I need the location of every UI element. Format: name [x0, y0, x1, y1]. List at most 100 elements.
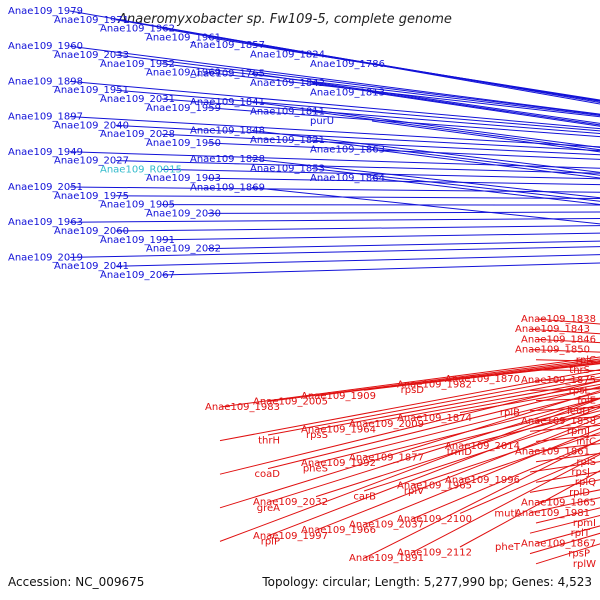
- gene-label: Anae109_1996: [445, 475, 520, 486]
- gene-label: rplD: [569, 487, 590, 498]
- gene-label: Anae109_1846: [521, 334, 596, 345]
- gene-label: Anae109_1786: [310, 59, 385, 70]
- label-leader-lines: [69, 10, 600, 565]
- forward-strand-labels: Anae109_1979Anae109_1971Anae109_1962Anae…: [8, 6, 385, 281]
- gene-label: Anae109_1969: [146, 68, 221, 79]
- leader-line: [69, 217, 600, 223]
- leader-line: [219, 369, 600, 442]
- leader-line: [363, 361, 600, 391]
- gene-label: mutL: [494, 508, 520, 519]
- leader-line: [219, 380, 600, 475]
- leader-line: [69, 80, 600, 130]
- gene-label: pheS: [303, 464, 328, 475]
- gene-label: Anae109_1963: [8, 217, 83, 228]
- leader-line: [207, 177, 600, 186]
- leader-line: [115, 54, 600, 116]
- leader-line: [315, 391, 600, 464]
- gene-label: Anae109_1863: [310, 145, 385, 156]
- gene-label: Anae109_1842: [250, 78, 325, 89]
- gene-label: Anae109_1975: [54, 191, 129, 202]
- gene-label: thrH: [258, 436, 280, 447]
- leader-line: [219, 356, 600, 408]
- leader-line: [315, 360, 600, 397]
- leader-line: [411, 453, 600, 554]
- gene-label: Anae109_2032: [253, 497, 328, 508]
- gene-label: Anae109_2112: [397, 548, 472, 559]
- gene-label: Anae109_1959: [146, 103, 221, 114]
- leader-line: [459, 470, 600, 548]
- gene-label: infC: [576, 436, 596, 447]
- map-title: Anaeromyxobacter sp. Fw109-5, complete g…: [117, 12, 452, 27]
- leader-line: [411, 362, 600, 386]
- gene-label: Anae109_1997: [253, 531, 328, 542]
- leader-line: [311, 168, 600, 202]
- leader-line: [315, 417, 600, 531]
- gene-label: Anae109_1874: [397, 413, 472, 424]
- gene-label: Anae109_1813: [310, 88, 385, 99]
- gene-label: Anae109_1853: [250, 164, 325, 175]
- leader-line: [219, 390, 600, 509]
- gene-label: rpsD: [401, 385, 425, 396]
- gene-label: Anae109_1865: [521, 498, 596, 509]
- gene-label: Anae109_1841: [190, 97, 265, 108]
- leader-line: [371, 63, 600, 102]
- gene-label: Anae109_1898: [8, 76, 83, 87]
- leader-line: [363, 413, 600, 492]
- leader-line: [411, 439, 600, 520]
- gene-label: Anae109_1949: [8, 147, 83, 158]
- leader-line: [371, 177, 600, 205]
- gene-label: Anae109_2082: [146, 244, 221, 255]
- leader-line: [411, 422, 600, 486]
- leader-line: [251, 130, 600, 173]
- leader-line: [161, 262, 600, 276]
- leader-line: [459, 410, 600, 447]
- gene-label: Anae109_R0015: [100, 164, 182, 175]
- gene-label: Anae109_1864: [310, 173, 385, 184]
- gene-label: Anae109_2030: [146, 208, 221, 219]
- gene-label: Anae109_2014: [445, 441, 520, 452]
- leader-line: [161, 63, 600, 116]
- gene-label: thrS: [569, 365, 590, 376]
- gene-label: rpsJ: [571, 467, 590, 478]
- gene-label: Anae109_1811: [250, 107, 325, 118]
- gene-label: Anae109_1765: [190, 69, 265, 80]
- gene-label: Anae109_1858: [521, 416, 596, 427]
- gene-label: Anae109_1824: [250, 50, 325, 61]
- leader-line: [267, 372, 600, 436]
- gene-label: Anae109_1848: [190, 126, 265, 137]
- gene-label: Anae109_1965: [397, 480, 472, 491]
- gene-label: Anae109_1857: [190, 40, 265, 51]
- leader-line: [251, 73, 600, 124]
- gene-label: rplW: [573, 559, 596, 570]
- leader-line: [161, 232, 600, 241]
- gene-label: Anae109_1828: [190, 154, 265, 165]
- leader-line: [161, 133, 600, 156]
- gene-label: Anae109_1905: [100, 200, 175, 211]
- leader-line: [251, 101, 600, 149]
- leader-line: [69, 45, 600, 115]
- leader-line: [363, 439, 600, 559]
- gene-label: folE: [577, 396, 596, 407]
- gene-label: Anae109_1897: [8, 112, 83, 123]
- leader-line: [267, 386, 600, 470]
- leader-line: [251, 187, 600, 225]
- leader-line: [371, 92, 600, 127]
- leader-line: [115, 89, 600, 132]
- gene-label: Anae109_1861: [515, 447, 590, 458]
- leader-line: [371, 149, 600, 179]
- leader-line: [411, 383, 600, 419]
- gene-label: Anae109_2027: [54, 156, 129, 167]
- topology-text: Topology: circular; Length: 5,277,990 bp…: [261, 575, 592, 589]
- gene-label: Anae109_2100: [397, 514, 472, 525]
- gene-label: Anae109_1843: [515, 324, 590, 335]
- gene-label: Anae109_1891: [349, 553, 424, 564]
- leader-line: [363, 380, 600, 425]
- leader-line: [207, 142, 600, 160]
- gene-label: Anae109_1950: [146, 138, 221, 149]
- gene-label: trmD: [447, 447, 473, 458]
- gene-label: rplB: [500, 408, 520, 419]
- gene-label: rpmI: [573, 518, 596, 529]
- gene-label: Anae109_1960: [8, 41, 83, 52]
- leader-line: [69, 151, 600, 169]
